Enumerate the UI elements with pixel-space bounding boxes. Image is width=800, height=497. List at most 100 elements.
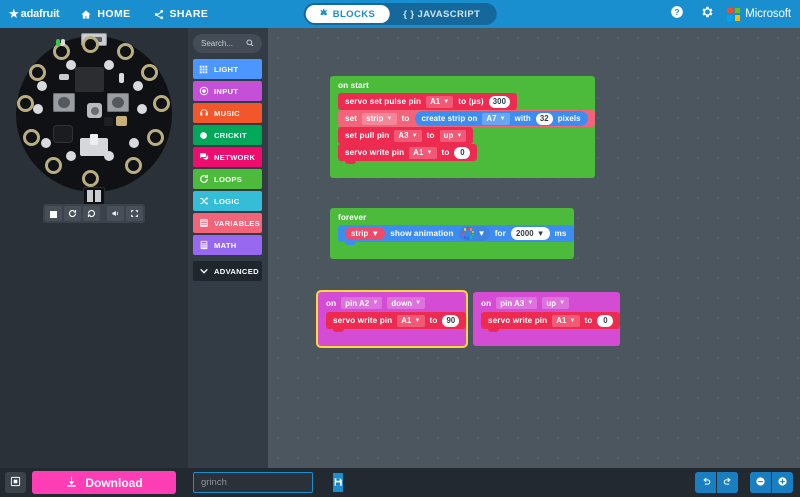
block-reporter[interactable]: create strip on A7 ▼ with 32 pixels — [414, 111, 588, 126]
tab-javascript[interactable]: { } JAVASCRIPT — [389, 5, 494, 23]
block-variable-strip[interactable]: strip ▼ — [345, 227, 386, 240]
share-button[interactable]: SHARE — [142, 0, 220, 28]
undo-button[interactable] — [695, 472, 716, 493]
project-home-button[interactable] — [5, 472, 26, 493]
download-icon — [65, 475, 78, 491]
save-button[interactable] — [333, 473, 343, 492]
field-value: pin A2 — [345, 298, 370, 308]
pad[interactable] — [117, 43, 134, 60]
pad[interactable] — [45, 157, 62, 174]
block-dropdown-field[interactable]: A1 ▼ — [426, 95, 454, 108]
zoom-out-icon — [755, 474, 766, 492]
block-statement-row[interactable]: set pull pin A3 ▼ to up ▼ — [338, 127, 474, 147]
slide-switch[interactable] — [80, 134, 108, 156]
block-number-input[interactable]: 0 — [454, 146, 471, 159]
block-text: to — [584, 316, 593, 325]
search-input[interactable]: Search... — [193, 34, 262, 53]
help-button[interactable]: ? — [662, 0, 692, 28]
block-dropdown-field[interactable]: pin A3 ▼ — [496, 297, 538, 309]
block-text: to — [429, 316, 438, 325]
toolbox-category-loops[interactable]: LOOPS — [193, 169, 262, 189]
block-dropdown-field[interactable]: A3 ▼ — [394, 129, 422, 142]
debug-button[interactable] — [83, 206, 100, 221]
project-name-field[interactable] — [193, 472, 343, 493]
block-on-pin-a3-up[interactable]: on pin A3 ▼ up ▼ servo write pin A1 ▼ to 0 — [473, 292, 621, 346]
stop-button[interactable] — [45, 206, 62, 221]
field-value: up — [546, 298, 557, 308]
block-statement-row[interactable]: servo write pin A1 ▼ to 90 — [326, 312, 467, 332]
redo-button[interactable] — [717, 472, 738, 493]
neopixel — [133, 81, 143, 91]
block-statement-row[interactable]: servo write pin A1 ▼ to 0 — [338, 144, 478, 164]
block-dropdown-field[interactable]: A1 ▼ — [409, 146, 437, 159]
block-notch — [488, 329, 499, 332]
button-b[interactable] — [107, 93, 129, 112]
tab-blocks[interactable]: BLOCKS — [305, 5, 390, 23]
toolbox-category-music[interactable]: MUSIC — [193, 103, 262, 123]
toolbox-category-input[interactable]: INPUT — [193, 81, 262, 101]
pad[interactable] — [147, 129, 164, 146]
fullscreen-button[interactable] — [126, 206, 143, 221]
block-on-start[interactable]: on start servo set pulse pin A1 ▼ to (µs) 30… — [330, 76, 595, 178]
block-statement-row[interactable]: servo write pin A1 ▼ to 0 — [481, 312, 621, 332]
button-a[interactable] — [53, 93, 75, 112]
zoom-in-button[interactable] — [772, 472, 793, 493]
block-dropdown-field[interactable]: down ▼ — [387, 297, 426, 309]
block-number-dropdown[interactable]: 2000 ▼ — [510, 227, 550, 240]
brand-label: adafruit — [20, 8, 60, 20]
neopixel — [33, 104, 43, 114]
block-number-input[interactable]: 300 — [488, 95, 511, 108]
blocks-workspace[interactable]: on start servo set pulse pin A1 ▼ to (µs) 30… — [268, 28, 800, 468]
block-dropdown-field[interactable]: pin A2 ▼ — [341, 297, 383, 309]
block-dropdown-field[interactable]: A1 ▼ — [397, 314, 425, 327]
block-number-input[interactable]: 32 — [535, 112, 553, 125]
top-toolbar-left: ★ adafruit HOME SHARE — [0, 0, 219, 28]
toolbox-category-logic[interactable]: LOGIC — [193, 191, 262, 211]
project-name-input[interactable] — [194, 473, 333, 492]
block-dropdown-field[interactable]: up ▼ — [542, 297, 570, 309]
pad[interactable] — [82, 170, 99, 187]
block-dropdown-field[interactable]: strip ▼ — [362, 112, 397, 125]
restart-button[interactable] — [64, 206, 81, 221]
toolbox-category-variables[interactable]: VARIABLES — [193, 213, 262, 233]
settings-button[interactable] — [692, 0, 722, 28]
microsoft-logo[interactable]: Microsoft — [722, 7, 800, 21]
pad[interactable] — [125, 157, 142, 174]
download-button[interactable]: Download — [32, 471, 176, 494]
block-statement-row[interactable]: servo set pulse pin A1 ▼ to (µs) 300 — [338, 93, 518, 113]
mute-button[interactable] — [107, 206, 124, 221]
block-statement-row[interactable]: strip ▼ show animation ▼ for 2000 ▼ ms — [338, 225, 574, 245]
search-icon — [246, 39, 254, 49]
block-dropdown-field[interactable]: A7 ▼ — [482, 112, 510, 125]
toolbox-category-math[interactable]: MATH — [193, 235, 262, 255]
pad[interactable] — [29, 64, 46, 81]
pad[interactable] — [141, 64, 158, 81]
toolbox-category-crickit[interactable]: CRICKIT — [193, 125, 262, 145]
block-statement-row[interactable]: set strip ▼ to create strip on A7 ▼ with 32 pixel… — [338, 110, 595, 130]
toolbox-category-light[interactable]: LIGHT — [193, 59, 262, 79]
toolbox-category-advanced[interactable]: ADVANCED — [193, 261, 262, 281]
block-number-input[interactable]: 90 — [442, 314, 460, 327]
pad[interactable] — [153, 95, 170, 112]
adafruit-logo[interactable]: ★ adafruit — [0, 0, 69, 28]
block-animation-picker[interactable]: ▼ — [458, 226, 490, 241]
zoom-out-button[interactable] — [750, 472, 771, 493]
pad[interactable] — [82, 36, 99, 53]
block-forever[interactable]: forever strip ▼ show animation ▼ for 2000 ▼ ms — [330, 208, 574, 259]
reset-button[interactable] — [87, 103, 102, 118]
toolbox-panel: Search... LIGHT INPUT MUSIC CRICKIT NETWORK L… — [188, 28, 268, 468]
circuit-playground-board[interactable] — [9, 33, 179, 207]
category-label: MUSIC — [214, 108, 240, 118]
pad[interactable] — [17, 95, 34, 112]
pad[interactable] — [23, 129, 40, 146]
chevron-down-icon: ▼ — [477, 229, 486, 238]
block-dropdown-field[interactable]: A1 ▼ — [552, 314, 580, 327]
toolbox-category-network[interactable]: NETWORK — [193, 147, 262, 167]
block-dropdown-field[interactable]: up ▼ — [439, 129, 467, 142]
home-button[interactable]: HOME — [69, 0, 141, 28]
block-on-pin-a2-down[interactable]: on pin A2 ▼ down ▼ servo write pin A1 ▼ to 90 — [318, 292, 467, 346]
field-value: pin A3 — [500, 298, 525, 308]
list-icon — [198, 218, 209, 229]
block-number-input[interactable]: 0 — [597, 314, 614, 327]
